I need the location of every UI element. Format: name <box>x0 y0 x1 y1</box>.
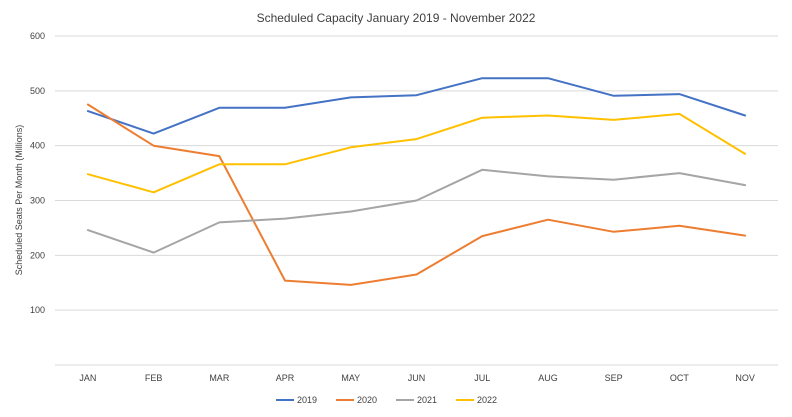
series-lines <box>86 77 747 286</box>
x-tick-label: NOV <box>735 373 755 383</box>
legend-label: 2020 <box>357 395 377 405</box>
y-tick-label: 400 <box>30 141 45 151</box>
y-tick-label: 500 <box>30 86 45 96</box>
x-tick-label: OCT <box>670 373 690 383</box>
legend: 2019 2020 2021 2022 <box>276 395 497 405</box>
series-line-2020 <box>86 103 747 286</box>
y-tick-label: 300 <box>30 196 45 206</box>
series-line-2022 <box>86 112 747 194</box>
y-tick-label: 200 <box>30 250 45 260</box>
legend-label: 2021 <box>417 395 437 405</box>
y-axis-label: Scheduled Seats Per Month (Millions) <box>14 125 24 276</box>
x-tick-label: APR <box>276 373 295 383</box>
x-tick-label: JUN <box>408 373 426 383</box>
y-tick-label: 600 <box>30 31 45 41</box>
series-line-2021 <box>86 168 747 254</box>
x-tick-label: AUG <box>538 373 558 383</box>
chart-title: Scheduled Capacity January 2019 - Novemb… <box>257 11 536 25</box>
series-line-2019 <box>86 77 747 135</box>
x-tick-label: MAY <box>341 373 360 383</box>
y-axis-ticks: 100 200 300 400 500 600 <box>30 31 45 315</box>
legend-label: 2019 <box>297 395 317 405</box>
y-tick-label: 100 <box>30 305 45 315</box>
x-tick-label: FEB <box>145 373 163 383</box>
x-axis-ticks: JAN FEB MAR APR MAY JUN JUL AUG SEP OCT NOV <box>79 373 755 383</box>
x-tick-label: SEP <box>605 373 623 383</box>
x-tick-label: JUL <box>474 373 490 383</box>
x-tick-label: JAN <box>79 373 96 383</box>
legend-label: 2022 <box>477 395 497 405</box>
x-tick-label: MAR <box>209 373 230 383</box>
